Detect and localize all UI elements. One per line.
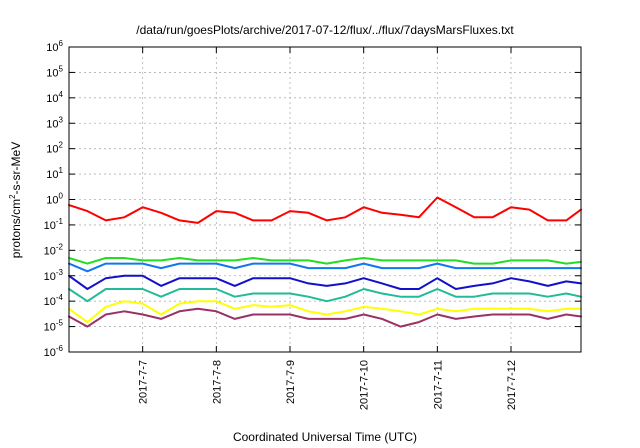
series-line-7	[68, 307, 582, 328]
x-tick-label: 2017-7-7	[138, 360, 150, 404]
chart-title: /data/run/goesPlots/archive/2017-07-12/f…	[136, 23, 514, 37]
x-tick-label: 2017-7-11	[432, 360, 444, 409]
x-tick-label: 2017-7-9	[285, 360, 297, 404]
y-tick-label: 101	[46, 166, 63, 181]
series-group	[68, 196, 582, 328]
plot-frame	[68, 46, 582, 353]
y-axis-label-rest: -s-sr-MeV	[9, 142, 23, 195]
y-tick-label: 102	[46, 141, 63, 156]
grid	[69, 47, 581, 352]
x-tick-label: 2017-7-8	[211, 360, 223, 404]
y-tick-label: 104	[46, 90, 63, 105]
y-tick-label: 10-5	[44, 319, 64, 334]
series-line-1	[68, 196, 582, 224]
y-tick-label: 100	[46, 192, 63, 207]
x-axis-label: Coordinated Universal Time (UTC)	[233, 430, 417, 444]
series-line-5	[68, 288, 582, 303]
y-tick-labels: 106 105 104 103 102 101 100 10-1 10-2 10-3 10-4 10-…	[44, 39, 64, 359]
series-line-4	[68, 274, 582, 290]
x-tick-labels: 2017-7-7 2017-7-8 2017-7-9 2017-7-10 2017-7-…	[138, 360, 518, 410]
y-tick-label: 10-2	[44, 242, 64, 257]
y-tick-label: 10-6	[44, 344, 64, 359]
x-tick-label: 2017-7-10	[359, 360, 371, 410]
y-tick-label: 103	[46, 115, 63, 130]
y-axis-label-sup: 2	[8, 194, 17, 199]
y-tick-label: 10-3	[44, 268, 64, 283]
y-tick-label: 106	[46, 39, 63, 54]
y-axis-label: protons/cm2-s-sr-MeV	[8, 142, 23, 258]
series-line-3	[68, 262, 582, 273]
series-line-6	[68, 300, 582, 324]
series-line-2	[68, 257, 582, 265]
y-tick-label: 105	[46, 64, 63, 79]
y-tick-label: 10-4	[44, 293, 64, 308]
y-axis-label-base: protons/cm	[9, 199, 23, 258]
x-tick-label: 2017-7-12	[506, 360, 518, 410]
y-tick-label: 10-1	[44, 217, 64, 232]
